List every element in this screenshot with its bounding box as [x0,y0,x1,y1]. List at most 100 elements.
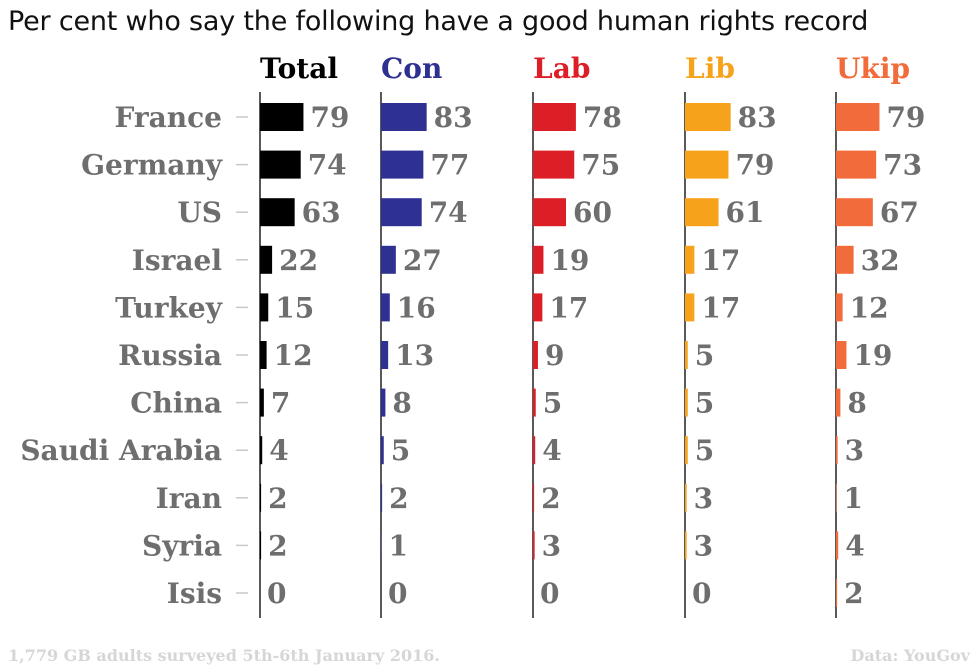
data-label: 27 [403,244,442,277]
data-label: 73 [883,149,922,182]
data-label: 74 [308,149,347,182]
data-bar [260,436,263,465]
data-bar [381,388,386,417]
category-label: Germany [81,149,223,182]
category-label: Israel [132,244,222,277]
data-label: 0 [267,577,286,610]
data-label: 79 [886,101,925,134]
category-label: Saudi Arabia [20,434,222,467]
data-bar [685,388,688,417]
data-bar [533,483,535,512]
data-label: 3 [542,529,561,562]
data-label: 4 [542,434,561,467]
data-bar [381,198,422,227]
data-bar [685,436,688,465]
data-label: 5 [543,387,562,420]
data-bar [381,293,390,322]
data-bar [836,150,877,179]
data-bar [533,103,576,131]
data-label: 0 [388,577,407,610]
data-label: 79 [735,149,774,182]
data-bar [533,198,566,227]
data-label: 74 [429,196,468,229]
data-bar [381,103,427,131]
data-bar [533,293,543,322]
data-label: 32 [861,244,900,277]
data-label: 0 [692,577,711,610]
data-bar [381,483,383,512]
data-bar [836,388,841,417]
data-bar [836,198,873,227]
data-bar [381,245,396,274]
data-bar [533,245,544,274]
data-bar [685,293,695,322]
data-label: 83 [434,101,473,134]
data-bar [381,531,382,560]
data-label: 7 [271,387,290,420]
data-bar [381,436,384,465]
data-bar [260,150,301,179]
data-label: 17 [701,244,740,277]
chart-title: Per cent who say the following have a go… [8,6,869,37]
data-label: 12 [850,291,889,324]
data-bar [685,341,688,369]
series-header: Lab [533,52,590,85]
data-label: 1 [389,529,408,562]
data-bar [836,103,880,131]
data-bar [381,150,424,179]
data-label: 17 [549,291,588,324]
data-label: 79 [310,101,349,134]
category-label: France [114,101,222,134]
data-bar [685,150,729,179]
data-bar [836,483,837,512]
data-label: 12 [274,339,313,372]
data-bar [533,388,536,417]
data-bar [533,150,575,179]
data-bar [836,579,838,607]
data-bar [260,531,262,560]
data-label: 1 [844,482,863,515]
data-label: 16 [397,291,436,324]
data-label: 19 [550,244,589,277]
data-bar [836,531,839,560]
category-label: Russia [118,339,222,372]
data-bar [685,198,719,227]
data-label: 75 [581,149,620,182]
data-label: 22 [279,244,318,277]
data-label: 8 [847,387,866,420]
data-label: 9 [545,339,564,372]
chart-source: Data: YouGov [850,646,970,665]
data-label: 0 [540,577,559,610]
data-label: 19 [853,339,892,372]
category-label: US [177,196,222,229]
data-bar [685,245,695,274]
data-bar [260,198,295,227]
data-label: 4 [269,434,288,467]
data-bar [836,293,843,322]
data-label: 2 [268,482,287,515]
data-bar [685,483,687,512]
data-bar [260,103,304,131]
data-bar [533,341,538,369]
data-label: 63 [302,196,341,229]
data-bar [260,388,264,417]
data-label: 5 [695,434,714,467]
category-label: Isis [167,577,222,610]
data-label: 13 [395,339,434,372]
data-label: 8 [392,387,411,420]
data-bar [685,103,731,131]
data-label: 5 [695,387,714,420]
chart-plot: France Germany US Israel Turkey Russia China Sa… [20,52,925,618]
data-bar [260,245,273,274]
data-label: 17 [701,291,740,324]
data-label: 67 [880,196,919,229]
data-bar [685,531,687,560]
data-bar [260,483,262,512]
data-bar [533,436,536,465]
data-bar [836,245,854,274]
data-bar [260,293,269,322]
data-label: 3 [845,434,864,467]
data-label: 5 [695,339,714,372]
data-label: 77 [430,149,469,182]
